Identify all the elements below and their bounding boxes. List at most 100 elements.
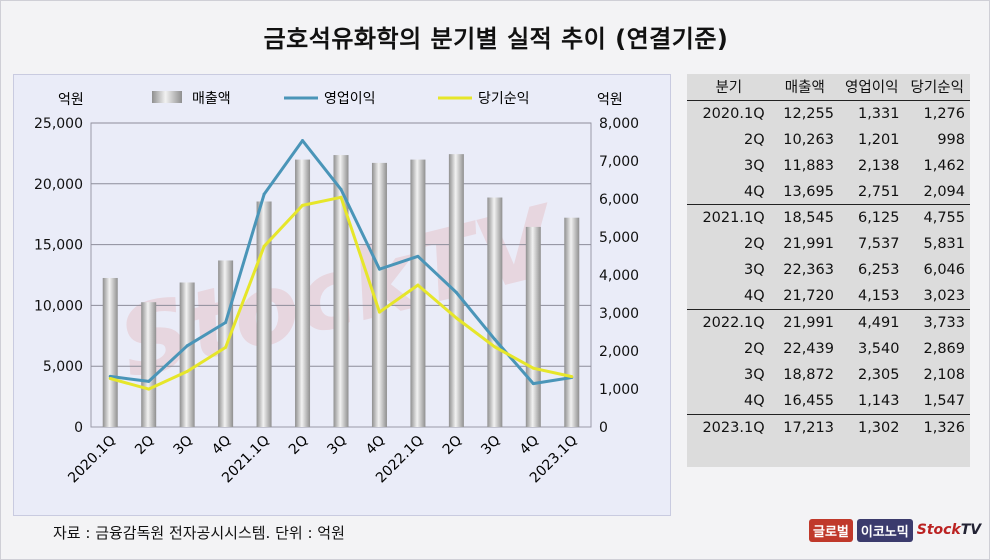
revenue-bar: [525, 226, 541, 427]
legend-swatch-revenue: [152, 91, 182, 103]
table-value-cell: 6,253: [857, 262, 900, 279]
chart-panel: StockTV 0 5,000 10,000 15,000 20,000 25,000 0 1…: [13, 74, 671, 516]
net-income-point: [262, 244, 266, 248]
table-quarter-cell: 4Q: [743, 183, 765, 200]
left-axis-tick-label: 5,000: [43, 359, 83, 375]
x-axis-tick-label: 4Q: [209, 433, 234, 458]
legend-label: 당기순익: [478, 91, 530, 107]
operating-profit-point: [493, 337, 497, 341]
left-axis-tick-label: 25,000: [34, 116, 83, 132]
table-value-cell: 21,720: [783, 288, 834, 305]
net-income-point: [224, 345, 228, 349]
left-axis-tick-label: 20,000: [34, 177, 83, 193]
table-value-cell: 3,540: [857, 340, 900, 357]
left-axis-tick-label: 10,000: [34, 298, 83, 314]
right-axis-tick-label: 4,000: [599, 268, 639, 284]
revenue-bar: [333, 155, 349, 427]
x-axis-tick-label: 2Q: [440, 433, 465, 458]
left-axis-tick-label: 0: [74, 420, 83, 436]
table-quarter-cell: 2Q: [743, 131, 765, 148]
table-value-cell: 18,545: [770, 204, 839, 232]
table-value-cell: 17,213: [770, 413, 839, 441]
x-axis-tick-label: 2020.1Q: [65, 433, 119, 487]
net-income-point: [301, 203, 305, 207]
table-quarter-cell: 4Q: [743, 288, 765, 305]
right-axis-tick-label: 5,000: [599, 230, 639, 246]
table-row: 2Q 22,439 3,540 2,869: [687, 336, 970, 362]
table-row: 2023.1Q 17,213 1,302 1,326: [687, 413, 970, 441]
right-axis-tick-label: 0: [599, 420, 608, 436]
table-quarter-cell: 2021.1Q: [687, 204, 771, 232]
table-value-cell: 21,991: [783, 236, 834, 253]
table-row: 2021.1Q 18,545 6,125 4,755: [687, 204, 970, 232]
revenue-bar: [102, 277, 118, 427]
right-axis-tick-label: 2,000: [599, 344, 639, 360]
table-value-cell: 3,023: [923, 288, 965, 305]
table-value-cell: 1,326: [904, 413, 970, 441]
table-value-cell: 4,153: [857, 288, 900, 305]
table-quarter-cell: 2Q: [743, 236, 765, 253]
combo-chart: StockTV 05,00010,00015,00020,00025,00001…: [34, 91, 639, 487]
table-value-cell: 6,046: [923, 262, 965, 279]
table-quarter-cell: 2Q: [743, 340, 765, 357]
x-axis-tick-label: 3Q: [324, 433, 349, 458]
table-value-cell: 998: [937, 131, 965, 148]
table-value-cell: 13,695: [783, 183, 834, 200]
operating-profit-point: [339, 187, 343, 191]
net-income-point: [454, 316, 458, 320]
table-row: 3Q 22,363 6,253 6,046: [687, 257, 970, 283]
data-table-panel: 분기 매출액 영업이익 당기순익 2020.1Q 12,255 1,331 1,276 2Q 1…: [687, 74, 970, 467]
table-value-cell: 6,125: [839, 204, 905, 232]
left-axis-label: 억원: [58, 92, 84, 108]
x-axis-tick-label: 4Q: [363, 433, 388, 458]
table-header-cell: 분기: [687, 74, 771, 101]
left-axis-tick-label: 15,000: [34, 238, 83, 254]
table-header-cell: 매출액: [770, 74, 839, 101]
revenue-bar: [371, 162, 387, 427]
operating-profit-point: [377, 267, 381, 271]
revenue-bar: [564, 217, 580, 427]
revenue-bar: [295, 159, 311, 427]
table-value-cell: 4,755: [904, 204, 970, 232]
operating-profit-point: [147, 379, 151, 383]
right-axis-tick-label: 8,000: [599, 116, 639, 132]
table-value-cell: 4,491: [839, 309, 905, 336]
logo-group: 글로벌 이코노믹 StockTV: [809, 518, 981, 542]
table-value-cell: 21,991: [770, 309, 839, 336]
table-row: 3Q 18,872 2,305 2,108: [687, 362, 970, 388]
table-value-cell: 2,751: [857, 183, 900, 200]
legend: 매출액 영업이익 당기순익: [152, 91, 530, 107]
table-row: 2Q 21,991 7,537 5,831: [687, 231, 970, 257]
table-value-cell: 2,108: [923, 366, 965, 383]
revenue-bar: [410, 159, 426, 427]
quarterly-data-table: 분기 매출액 영업이익 당기순익 2020.1Q 12,255 1,331 1,276 2Q 1…: [687, 74, 970, 441]
table-value-cell: 1,331: [857, 105, 900, 122]
legend-label: 영업이익: [324, 91, 376, 107]
table-header-cell: 영업이익: [839, 74, 905, 101]
source-note: 자료 : 금융감독원 전자공시시스템. 단위 : 억원: [53, 524, 345, 542]
profit-lines: [108, 139, 574, 391]
table-row: 2Q 10,263 1,201 998: [687, 127, 970, 153]
x-axis-tick-label: 2Q: [132, 433, 157, 458]
chart-title: 금호석유화학의 분기별 실적 추이 (연결기준): [263, 25, 729, 53]
table-header-cell: 당기순익: [904, 74, 970, 101]
table-quarter-cell: 2022.1Q: [687, 309, 771, 336]
table-quarter-cell: 3Q: [743, 157, 765, 174]
net-income-point: [377, 310, 381, 314]
table-value-cell: 7,537: [857, 236, 900, 253]
table-value-cell: 2,305: [857, 366, 900, 383]
right-axis-tick-label: 3,000: [599, 306, 639, 322]
brand-logo-economic: 이코노믹: [856, 518, 913, 542]
operating-profit-point: [262, 192, 266, 196]
operating-profit-point: [531, 382, 535, 386]
table-value-cell: 22,363: [783, 262, 834, 279]
operating-profit-point: [185, 344, 189, 348]
table-quarter-cell: 3Q: [743, 262, 765, 279]
operating-profit-point: [301, 139, 305, 143]
operating-profit-point: [224, 320, 228, 324]
x-axis-tick-label: 3Q: [171, 433, 196, 458]
revenue-bar: [179, 282, 195, 427]
table-row: 2020.1Q 12,255 1,331 1,276: [687, 100, 970, 126]
table-value-cell: 12,255: [783, 105, 834, 122]
table-value-cell: 11,883: [783, 157, 834, 174]
